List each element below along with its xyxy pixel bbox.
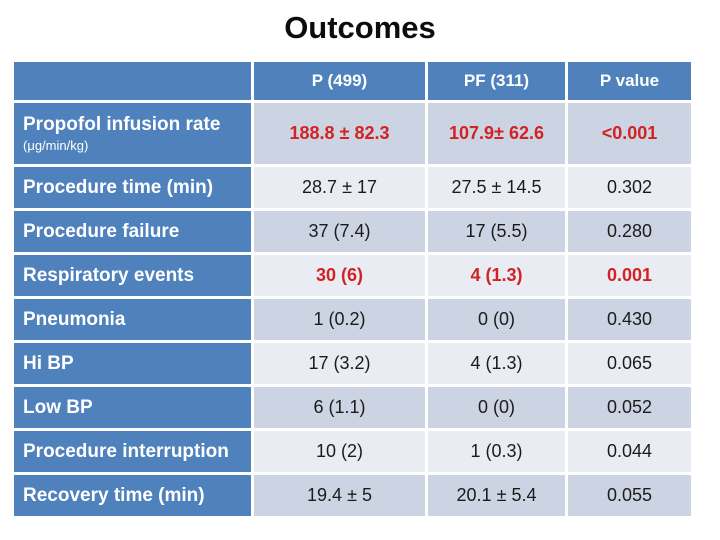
table-row: Propofol infusion rate (μg/min/kg) 188.8… bbox=[14, 103, 691, 164]
cell-group1: 10 (2) bbox=[254, 431, 425, 472]
cell-group2: 17 (5.5) bbox=[428, 211, 565, 252]
table-row: Procedure interruption 10 (2) 1 (0.3) 0.… bbox=[14, 431, 691, 472]
cell-pvalue: 0.001 bbox=[568, 255, 691, 296]
row-label: Procedure failure bbox=[14, 211, 251, 252]
table-row: Hi BP 17 (3.2) 4 (1.3) 0.065 bbox=[14, 343, 691, 384]
cell-group1: 17 (3.2) bbox=[254, 343, 425, 384]
cell-group2: 0 (0) bbox=[428, 387, 565, 428]
cell-group1: 188.8 ± 82.3 bbox=[254, 103, 425, 164]
row-label: Propofol infusion rate (μg/min/kg) bbox=[14, 103, 251, 164]
header-pvalue: P value bbox=[568, 62, 691, 100]
cell-pvalue: 0.052 bbox=[568, 387, 691, 428]
cell-group2: 0 (0) bbox=[428, 299, 565, 340]
cell-pvalue: 0.430 bbox=[568, 299, 691, 340]
cell-pvalue: 0.302 bbox=[568, 167, 691, 208]
cell-group1: 30 (6) bbox=[254, 255, 425, 296]
row-label: Respiratory events bbox=[14, 255, 251, 296]
cell-group2: 4 (1.3) bbox=[428, 343, 565, 384]
table-row: Procedure failure 37 (7.4) 17 (5.5) 0.28… bbox=[14, 211, 691, 252]
row-label: Pneumonia bbox=[14, 299, 251, 340]
table-row: Procedure time (min) 28.7 ± 17 27.5 ± 14… bbox=[14, 167, 691, 208]
row-label: Hi BP bbox=[14, 343, 251, 384]
cell-pvalue: <0.001 bbox=[568, 103, 691, 164]
cell-group1: 37 (7.4) bbox=[254, 211, 425, 252]
cell-group2: 4 (1.3) bbox=[428, 255, 565, 296]
header-group1: P (499) bbox=[254, 62, 425, 100]
slide-title: Outcomes bbox=[284, 10, 436, 45]
row-label-sub: (μg/min/kg) bbox=[23, 138, 89, 153]
cell-group1: 28.7 ± 17 bbox=[254, 167, 425, 208]
cell-group2: 107.9± 62.6 bbox=[428, 103, 565, 164]
table-row: Respiratory events 30 (6) 4 (1.3) 0.001 bbox=[14, 255, 691, 296]
header-empty-cell bbox=[14, 62, 251, 100]
table-row: Pneumonia 1 (0.2) 0 (0) 0.430 bbox=[14, 299, 691, 340]
table-row: Low BP 6 (1.1) 0 (0) 0.052 bbox=[14, 387, 691, 428]
cell-group2: 20.1 ± 5.4 bbox=[428, 475, 565, 516]
header-row: P (499) PF (311) P value bbox=[14, 62, 691, 100]
cell-pvalue: 0.280 bbox=[568, 211, 691, 252]
row-label: Procedure interruption bbox=[14, 431, 251, 472]
header-group2: PF (311) bbox=[428, 62, 565, 100]
cell-group1: 19.4 ± 5 bbox=[254, 475, 425, 516]
cell-pvalue: 0.044 bbox=[568, 431, 691, 472]
row-label-main: Propofol infusion rate bbox=[23, 114, 221, 135]
cell-pvalue: 0.065 bbox=[568, 343, 691, 384]
cell-group1: 1 (0.2) bbox=[254, 299, 425, 340]
row-label: Recovery time (min) bbox=[14, 475, 251, 516]
outcomes-table: P (499) PF (311) P value Propofol infusi… bbox=[11, 59, 694, 519]
cell-group2: 1 (0.3) bbox=[428, 431, 565, 472]
cell-group1: 6 (1.1) bbox=[254, 387, 425, 428]
row-label: Low BP bbox=[14, 387, 251, 428]
cell-pvalue: 0.055 bbox=[568, 475, 691, 516]
row-label: Procedure time (min) bbox=[14, 167, 251, 208]
cell-group2: 27.5 ± 14.5 bbox=[428, 167, 565, 208]
table-row: Recovery time (min) 19.4 ± 5 20.1 ± 5.4 … bbox=[14, 475, 691, 516]
